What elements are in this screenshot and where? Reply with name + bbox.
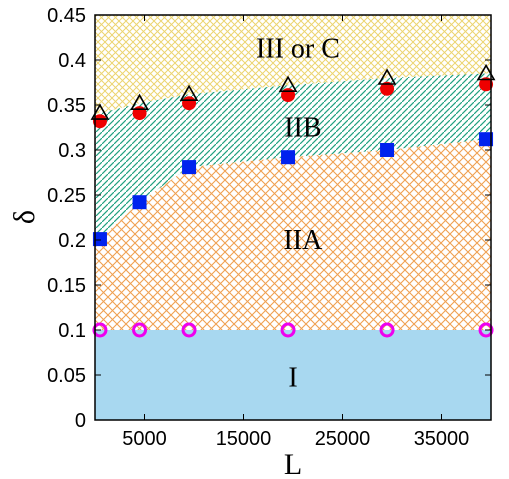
region-label-iia: IIA bbox=[283, 225, 323, 256]
data-point-filled-square-2 bbox=[182, 160, 197, 175]
y-tick-label: 0.05 bbox=[47, 365, 86, 387]
data-point-open-circle-1 bbox=[132, 322, 148, 338]
data-point-filled-circle-0 bbox=[92, 114, 107, 129]
data-point-open-triangle-3 bbox=[278, 75, 298, 92]
region-iii-or-c-area bbox=[95, 15, 491, 115]
region-label-iii-or-c: III or C bbox=[256, 33, 340, 64]
y-tick-label: 0.1 bbox=[58, 320, 86, 342]
data-point-open-circle-4 bbox=[379, 322, 395, 338]
data-point-open-triangle-5 bbox=[476, 63, 496, 81]
data-point-filled-circle-3 bbox=[281, 88, 296, 103]
data-point-filled-circle-1 bbox=[132, 106, 147, 121]
data-point-open-triangle-1 bbox=[130, 93, 149, 110]
y-tick-label: 0.4 bbox=[58, 50, 86, 72]
region-label-iib: IIB bbox=[284, 113, 321, 144]
data-point-filled-circle-5 bbox=[479, 77, 494, 92]
phase-regions bbox=[95, 15, 491, 420]
y-tick-label: 0.35 bbox=[47, 95, 86, 117]
x-tick-label: 5000 bbox=[122, 428, 167, 450]
y-axis-label: δ bbox=[8, 210, 41, 224]
data-point-filled-circle-4 bbox=[380, 81, 395, 96]
region-iia-area bbox=[95, 138, 491, 330]
data-point-filled-square-5 bbox=[479, 132, 494, 147]
y-tick-label: 0.2 bbox=[58, 230, 86, 252]
region-iib-area bbox=[95, 73, 491, 244]
data-point-open-triangle-4 bbox=[377, 68, 397, 85]
data-point-open-circle-0 bbox=[92, 322, 108, 338]
y-tick-label: 0.15 bbox=[47, 275, 86, 297]
data-point-open-circle-5 bbox=[478, 322, 494, 338]
region-labels: I IIA IIB III or C bbox=[256, 33, 340, 393]
data-markers bbox=[90, 63, 496, 338]
y-tick-label: 0.3 bbox=[58, 140, 86, 162]
x-tick-label: 35000 bbox=[414, 428, 470, 450]
data-point-filled-square-1 bbox=[132, 195, 147, 210]
data-point-filled-square-4 bbox=[380, 143, 395, 157]
y-tick-label: 0 bbox=[75, 410, 86, 432]
data-point-filled-square-0 bbox=[92, 232, 107, 247]
x-axis-label: L bbox=[284, 448, 302, 479]
y-tick-label: 0.45 bbox=[47, 5, 86, 27]
plot-frame bbox=[94, 14, 492, 421]
data-point-open-triangle-0 bbox=[90, 103, 110, 120]
data-point-filled-square-3 bbox=[281, 150, 296, 165]
region-i-area bbox=[95, 330, 491, 420]
data-point-filled-circle-2 bbox=[182, 96, 197, 111]
x-tick-label: 25000 bbox=[315, 428, 371, 450]
data-point-open-circle-2 bbox=[181, 322, 197, 338]
region-label-i: I bbox=[288, 363, 297, 394]
data-point-open-circle-3 bbox=[280, 322, 296, 338]
y-tick-label: 0.25 bbox=[47, 185, 86, 207]
x-tick-label: 15000 bbox=[216, 428, 272, 450]
data-point-open-triangle-2 bbox=[179, 84, 199, 101]
axis-ticks: 0 0.05 0.1 0.15 0.2 0.25 0.3 0.35 0.4 0.45 5000 150… bbox=[47, 5, 491, 450]
